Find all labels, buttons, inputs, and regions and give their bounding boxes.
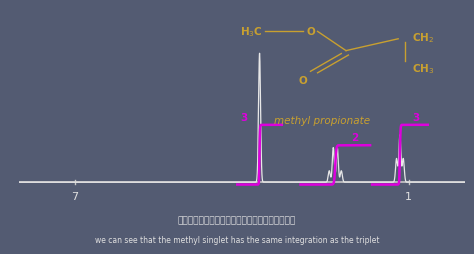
- Text: 3: 3: [412, 112, 419, 122]
- Text: 我们可以看到甲基单峰与三重峰具有相同的积分値: 我们可以看到甲基单峰与三重峰具有相同的积分値: [178, 215, 296, 224]
- Text: CH$_3$: CH$_3$: [412, 62, 435, 76]
- Text: 3: 3: [240, 112, 247, 122]
- Text: 1: 1: [405, 191, 412, 201]
- Text: H$_3$C: H$_3$C: [240, 25, 263, 39]
- Text: O: O: [299, 76, 308, 86]
- Text: 2: 2: [351, 133, 358, 142]
- Text: O: O: [306, 27, 315, 37]
- Text: methyl propionate: methyl propionate: [274, 116, 370, 126]
- Text: CH$_2$: CH$_2$: [412, 31, 435, 45]
- Text: we can see that the methyl singlet has the same integration as the triplet: we can see that the methyl singlet has t…: [95, 235, 379, 245]
- Text: 7: 7: [71, 191, 78, 201]
